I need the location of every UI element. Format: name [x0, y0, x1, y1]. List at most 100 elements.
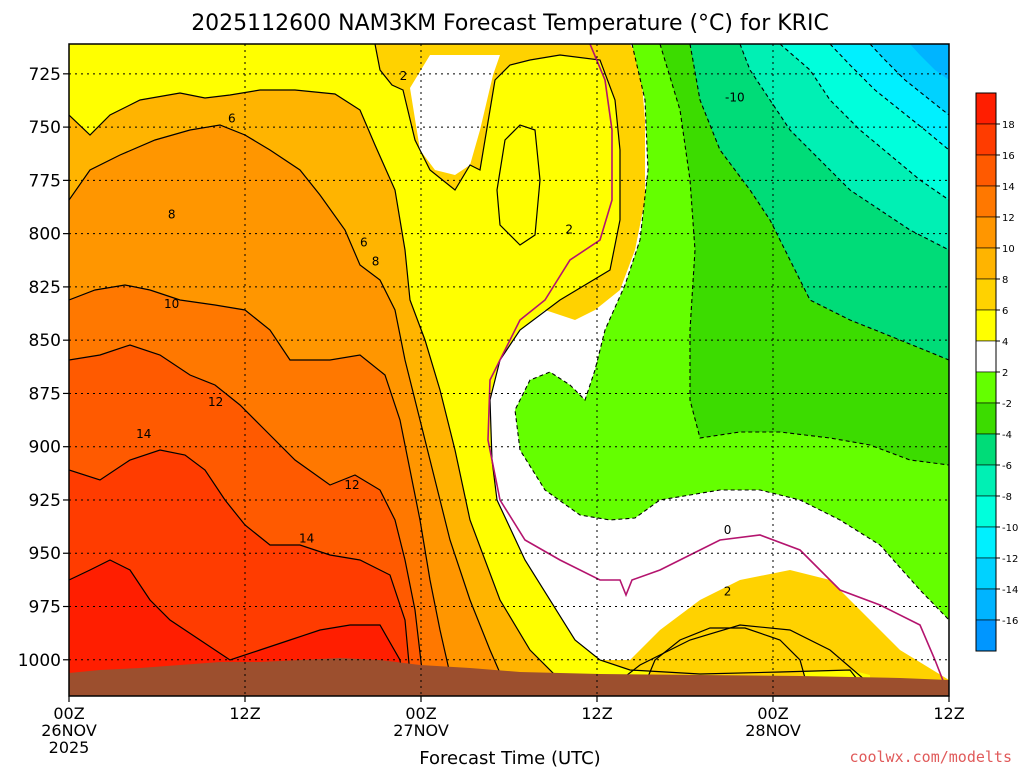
contour-label: 2: [724, 585, 732, 599]
plot-frame: [68, 43, 950, 697]
y-tick-label: 825: [29, 278, 61, 298]
colorbar: 18 16 14 12 10 8 6 4 2 -2 -4 -6 -8 -10 -12 -14 -16: [975, 92, 1018, 652]
colorbar-segment: [975, 495, 997, 528]
colorbar-label: -16: [1002, 616, 1018, 627]
y-tick-label: 725: [29, 65, 61, 85]
contour-line-neg2: [514, 44, 949, 621]
y-axis: 725 750 775 800 825 850 875 900 925 950 975 1000: [18, 65, 69, 671]
colorbar-label: 12: [1002, 213, 1015, 224]
y-tick-label: 1000: [18, 651, 61, 671]
colorbar-label: 6: [1002, 306, 1008, 317]
grid-horizontal: [69, 73, 949, 661]
colorbar-label: 14: [1002, 182, 1015, 193]
x-tick-label: 26NOV: [41, 721, 97, 740]
fill-region-2-4-mid: [497, 125, 540, 245]
contour-lines-negative: [514, 44, 949, 621]
x-tick-label: 2025: [49, 738, 90, 757]
y-tick-label: 775: [29, 171, 61, 191]
colorbar-segment: [975, 557, 997, 590]
contour-line-warm: [69, 89, 591, 696]
contour-line-neg10: [779, 44, 949, 201]
colorbar-segment: [975, 216, 997, 249]
colorbar-segment: [975, 123, 997, 156]
freezing-line: [487, 44, 949, 696]
y-tick-label: 900: [29, 438, 61, 458]
contour-line-4: [639, 627, 811, 696]
fill-region-neg16-neg18: [910, 44, 949, 80]
contour-line-2: [374, 44, 871, 696]
contour-label: 2: [400, 69, 408, 83]
contour-label: 12: [344, 478, 359, 492]
contour-label: 0: [724, 523, 732, 537]
colorbar-segment: [975, 247, 997, 280]
contour-line-2: [599, 624, 876, 696]
colorbar-label: -14: [1002, 585, 1018, 596]
contour-label: 12: [208, 395, 223, 409]
x-tick-label: 00Z: [405, 704, 436, 723]
colorbar-label: -12: [1002, 554, 1018, 565]
chart-title: 2025112600 NAM3KM Forecast Temperature (…: [191, 11, 829, 36]
contour-label: 6: [228, 112, 236, 126]
x-tick-label: 27NOV: [393, 721, 449, 740]
contour-line-neg6: [689, 44, 949, 361]
contour-label: 6: [360, 235, 368, 249]
y-tick-label: 975: [29, 598, 61, 618]
credit-text: coolwx.com/modelts: [849, 748, 1012, 766]
colorbar-segment: [975, 309, 997, 342]
y-tick-label: 800: [29, 225, 61, 245]
contour-line-neg8: [739, 44, 949, 251]
colorbar-label: 18: [1002, 120, 1015, 131]
y-tick-label: 850: [29, 331, 61, 351]
y-tick-label: 750: [29, 118, 61, 138]
colorbar-segment: [975, 588, 997, 621]
x-tick-label: 12Z: [229, 704, 260, 723]
x-tick-label: 12Z: [581, 704, 612, 723]
ground-terrain: [69, 658, 949, 696]
contour-line-warm: [69, 124, 511, 696]
colorbar-segment: [975, 464, 997, 497]
contour-label: 2: [565, 223, 573, 237]
contour-label: 8: [372, 254, 380, 268]
colorbar-label: 10: [1002, 244, 1015, 255]
grid-vertical: [244, 44, 774, 696]
contour-line-neg14: [869, 44, 949, 116]
colorbar-segment: [975, 619, 997, 652]
contour-label: 14: [299, 531, 314, 545]
y-tick-label: 875: [29, 384, 61, 404]
contour-line-zero: [487, 44, 949, 696]
x-tick-label: 28NOV: [745, 721, 801, 740]
colorbar-segment: [975, 92, 997, 125]
colorbar-label: 2: [1002, 368, 1008, 379]
colorbar-segment: [975, 278, 997, 311]
contour-line-warm: [69, 344, 426, 696]
colorbar-segment: [975, 526, 997, 559]
colorbar-segment: [975, 340, 997, 373]
colorbar-segment: [975, 185, 997, 218]
y-tick-label: 950: [29, 544, 61, 564]
colorbar-label: -10: [1002, 523, 1018, 534]
x-axis-label: Forecast Time (UTC): [419, 748, 600, 768]
contour-label: 8: [168, 208, 176, 222]
colorbar-label: 4: [1002, 337, 1008, 348]
colorbar-segment: [975, 154, 997, 187]
y-tick-label: 925: [29, 491, 61, 511]
contour-line-warm: [69, 559, 406, 696]
colorbar-label: -2: [1002, 399, 1012, 410]
contour-line-neg12: [829, 44, 949, 151]
x-tick-label: 00Z: [53, 704, 84, 723]
contour-label: 14: [136, 427, 151, 441]
colorbar-label: -8: [1002, 492, 1012, 503]
colorbar-label: 16: [1002, 151, 1015, 162]
contour-label: -10: [725, 90, 745, 104]
colorbar-label: -4: [1002, 430, 1012, 441]
x-tick-label: 00Z: [757, 704, 788, 723]
colorbar-segment: [975, 433, 997, 466]
contour-line-warm: [69, 284, 456, 696]
colorbar-segment: [975, 402, 997, 435]
colorbar-segment: [975, 371, 997, 404]
contour-label: 10: [164, 297, 179, 311]
